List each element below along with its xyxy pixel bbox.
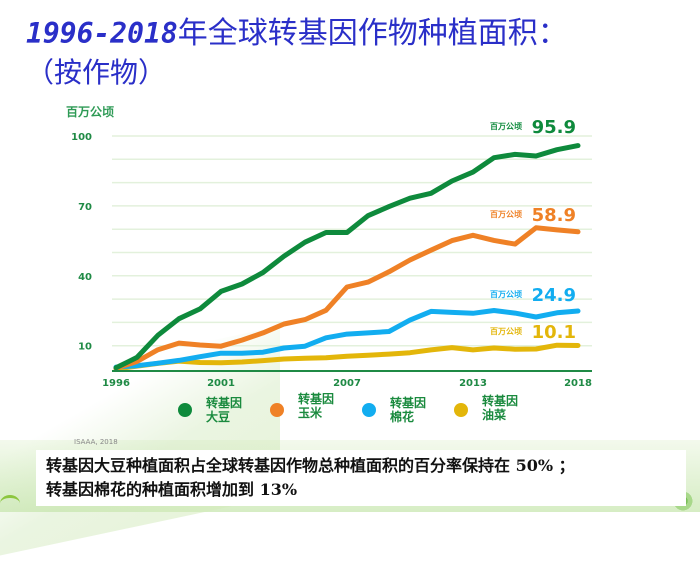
end-labels: 百万公顷 95.9 百万公顷 58.9 百万公顷 24.9 百万公顷 10.1 (490, 117, 576, 343)
legend-dot-maize (270, 403, 284, 417)
title-years: 1996-2018 (26, 17, 178, 50)
y-tick-label: 100 (71, 132, 92, 143)
legend-label-soybean: 转基因 大豆 (206, 396, 243, 424)
legend-label-canola: 转基因 油菜 (482, 394, 519, 422)
source-credit: ISAAA, 2018 (74, 438, 118, 446)
end-value-label-soybean: 95.9 (532, 117, 576, 138)
end-unit-label-canola: 百万公顷 (490, 327, 522, 336)
legend-dot-canola (454, 403, 468, 417)
y-tick-label: 40 (78, 272, 92, 283)
series-line-cotton (113, 308, 581, 370)
y-ticks: 10 40 70 100 (71, 132, 92, 353)
decorative-leaf-icon (0, 495, 20, 512)
summary-note: 转基因大豆种植面积占全球转基因作物总种植面积的百分率保持在 50% ； 转基因棉… (36, 450, 686, 506)
end-unit-label-cotton: 百万公顷 (490, 290, 522, 299)
x-ticks: 1996 2001 2007 2013 2018 (102, 378, 592, 389)
gridlines (112, 135, 592, 347)
end-value-label-canola: 10.1 (532, 322, 576, 343)
legend-label-cotton: 转基因 棉花 (390, 396, 427, 424)
legend-item-maize: 转基因 玉米 (270, 392, 362, 424)
y-axis-title: 百万公顷 (66, 105, 114, 119)
legend-item-soybean: 转基因 大豆 (178, 396, 270, 424)
legend-label-maize: 转基因 玉米 (298, 392, 335, 420)
legend-dot-soybean (178, 403, 192, 417)
line-chart: 百万公顷 10 40 70 100 1996 2001 2007 2013 2018 百万公顷… (66, 105, 592, 389)
note-line-2: 转基因棉花的种植面积增加到 13% (46, 480, 298, 499)
legend-dot-cotton (362, 403, 376, 417)
end-unit-label-soybean: 百万公顷 (490, 122, 522, 131)
page-subtitle: （按作物） (26, 56, 167, 89)
legend-item-cotton: 转基因 棉花 (362, 396, 454, 424)
series-line-canola (113, 342, 581, 372)
end-value-label-cotton: 24.9 (532, 285, 576, 306)
legend: 转基因 大豆 转基因 玉米 转基因 棉花 转基因 油菜 (178, 392, 546, 424)
x-tick-label: 2001 (207, 378, 235, 389)
title-text: 年全球转基因作物种植面积： (177, 16, 568, 51)
y-tick-label: 70 (78, 202, 92, 213)
series-lines (113, 143, 581, 372)
legend-item-canola: 转基因 油菜 (454, 394, 546, 424)
y-tick-label: 10 (78, 342, 92, 353)
x-tick-label: 2007 (333, 378, 361, 389)
series-line-soybean (113, 143, 581, 371)
page-title: 1996-2018年全球转基因作物种植面积： (26, 14, 568, 54)
x-tick-label: 2013 (459, 378, 487, 389)
x-tick-label: 1996 (102, 378, 130, 389)
series-line-maize (113, 225, 581, 371)
x-tick-label: 2018 (564, 378, 592, 389)
note-line-1: 转基因大豆种植面积占全球转基因作物总种植面积的百分率保持在 50% ； (46, 456, 575, 475)
end-value-label-maize: 58.9 (532, 205, 576, 226)
end-unit-label-maize: 百万公顷 (490, 210, 522, 219)
